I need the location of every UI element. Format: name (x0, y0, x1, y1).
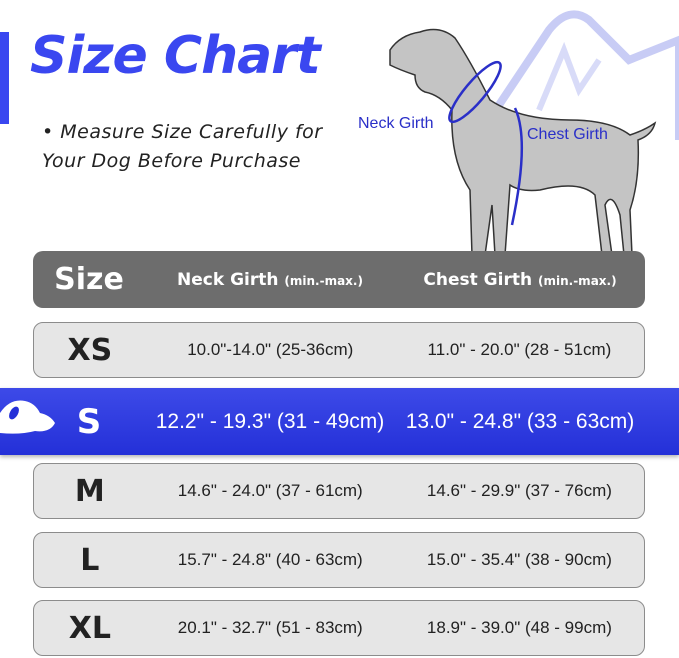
size-cell: S (76, 401, 102, 442)
chest-cell: 18.9" - 39.0" (48 - 99cm) (426, 618, 612, 637)
neck-cell: 14.6" - 24.0" (37 - 61cm) (177, 481, 363, 500)
size-cell: M (74, 473, 105, 509)
table-header: Size Neck Girth (min.-max.) Chest Girth … (33, 251, 645, 308)
header-neck-label: Neck Girth (177, 269, 279, 290)
header-neck-unit: (min.-max.) (284, 273, 363, 288)
chest-cell: 14.6" - 29.9" (37 - 76cm) (426, 481, 612, 500)
accent-bar (0, 32, 9, 124)
neck-cell: 12.2" - 19.3" (31 - 49cm) (155, 409, 385, 433)
chest-cell: 11.0" - 20.0" (28 - 51cm) (427, 340, 612, 359)
header-chest: Chest Girth (min.-max.) (395, 270, 645, 290)
chest-cell: 13.0" - 24.8" (33 - 63cm) (405, 409, 635, 433)
table-row: XS 10.0"-14.0" (25-36cm) 11.0" - 20.0" (… (33, 322, 645, 378)
table-row: L 15.7" - 24.8" (40 - 63cm) 15.0" - 35.4… (33, 532, 645, 588)
measure-note: • Measure Size Carefully for Your Dog Be… (42, 121, 323, 172)
size-cell: XL (68, 610, 111, 646)
header-chest-label: Chest Girth (423, 269, 533, 290)
mountain-decoration (485, 10, 679, 140)
size-cell: XS (67, 332, 113, 368)
header-neck: Neck Girth (min.-max.) (145, 270, 395, 290)
table-row: M 14.6" - 24.0" (37 - 61cm) 14.6" - 29.9… (33, 463, 645, 519)
header-chest-unit: (min.-max.) (538, 273, 617, 288)
neck-girth-label: Neck Girth (358, 115, 434, 132)
chest-cell: 15.0" - 35.4" (38 - 90cm) (426, 550, 612, 569)
neck-cell: 15.7" - 24.8" (40 - 63cm) (177, 550, 363, 569)
dog-head-icon (0, 400, 55, 434)
dog-silhouette-icon (389, 28, 657, 256)
size-cell: L (80, 542, 100, 578)
page-title: Size Chart (30, 26, 321, 86)
table-row-highlighted: S 12.2" - 19.3" (31 - 49cm) 13.0" - 24.8… (0, 388, 679, 455)
header-size: Size (54, 262, 124, 297)
neck-cell: 20.1" - 32.7" (51 - 83cm) (177, 618, 363, 637)
chest-girth-label: Chest Girth (527, 126, 608, 143)
neck-cell: 10.0"-14.0" (25-36cm) (187, 340, 354, 359)
table-row: XL 20.1" - 32.7" (51 - 83cm) 18.9" - 39.… (33, 600, 645, 656)
